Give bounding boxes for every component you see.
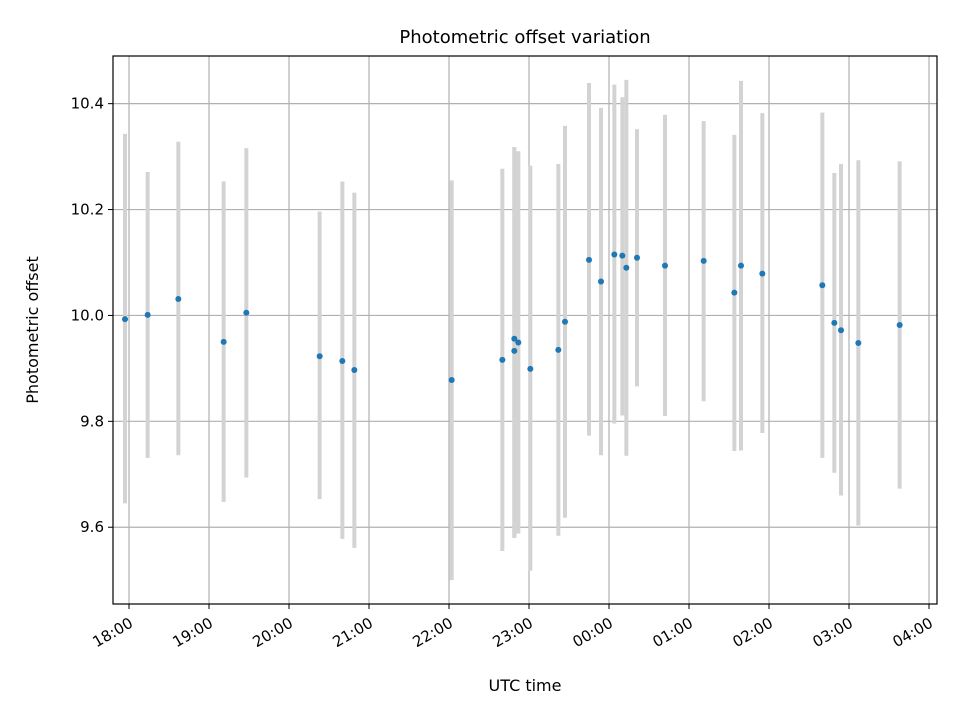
x-tick-label: 00:00: [570, 614, 616, 651]
data-point: [896, 321, 903, 328]
data-point: [598, 278, 604, 285]
data-point: [759, 270, 766, 277]
y-axis-ticks: 9.6 9.8 10.0 10.2 10.4: [71, 95, 113, 536]
y-axis-label: Photometric offset: [23, 256, 42, 404]
data-point: [662, 262, 668, 269]
data-point: [499, 356, 506, 363]
grid-lines: [113, 56, 937, 604]
x-tick-label: 04:00: [890, 614, 936, 651]
data-point: [448, 377, 455, 384]
data-point: [855, 339, 862, 346]
x-tick-label: 03:00: [810, 614, 856, 651]
y-tick-label: 9.8: [80, 412, 104, 430]
data-point: [351, 366, 358, 373]
data-point: [831, 319, 838, 326]
x-tick-label: 21:00: [330, 614, 376, 651]
data-point: [555, 346, 562, 353]
y-tick-label: 10.2: [71, 201, 104, 219]
data-point: [623, 264, 630, 271]
data-points: [122, 251, 903, 384]
x-tick-label: 19:00: [170, 614, 216, 651]
x-tick-label: 23:00: [490, 614, 536, 651]
data-point: [316, 353, 323, 360]
errorbars: [123, 79, 902, 581]
data-point: [511, 347, 518, 354]
data-point: [738, 262, 744, 269]
data-point: [619, 252, 626, 259]
data-point: [220, 338, 227, 345]
y-tick-label: 10.4: [71, 95, 104, 113]
data-point: [515, 339, 522, 346]
data-point: [731, 289, 738, 296]
data-point: [611, 251, 618, 258]
data-point: [122, 316, 128, 323]
y-tick-label: 10.0: [71, 306, 104, 324]
chart-title: Photometric offset variation: [399, 27, 650, 48]
data-point: [243, 309, 250, 316]
x-tick-label: 22:00: [410, 614, 456, 651]
x-tick-label: 02:00: [730, 614, 776, 651]
x-axis-ticks: 18:00 19:00 20:00 21:00 22:00 23:00 00:00 01:00…: [90, 604, 936, 651]
data-point: [511, 335, 518, 342]
data-point: [700, 257, 707, 264]
x-tick-label: 20:00: [250, 614, 296, 651]
data-point: [175, 296, 182, 303]
data-point: [527, 365, 534, 372]
data-point: [144, 311, 151, 318]
data-point: [634, 254, 640, 261]
data-point: [838, 327, 844, 334]
x-tick-label: 18:00: [90, 614, 136, 651]
data-point: [819, 282, 826, 289]
x-tick-label: 01:00: [650, 614, 696, 651]
data-point: [339, 357, 346, 364]
data-point: [562, 318, 568, 325]
x-axis-label: UTC time: [489, 676, 562, 695]
y-tick-label: 9.6: [80, 518, 104, 536]
data-point: [586, 256, 592, 263]
plot-frame: [112, 55, 938, 605]
